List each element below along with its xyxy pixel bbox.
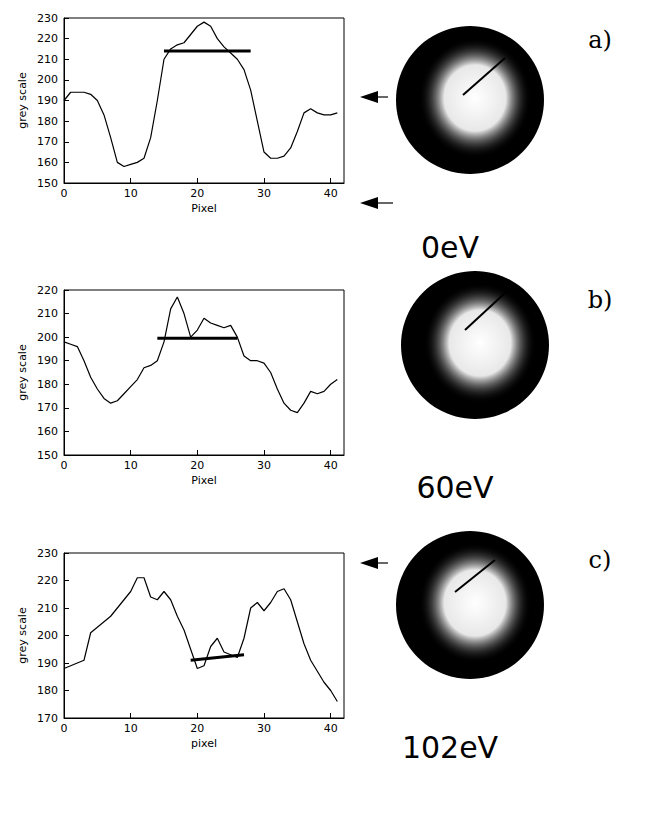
svg-text:Pixel: Pixel <box>191 474 216 487</box>
svg-text:30: 30 <box>257 722 271 735</box>
svg-text:0eV: 0eV <box>421 230 480 265</box>
svg-text:pixel: pixel <box>191 737 217 750</box>
svg-text:10: 10 <box>124 187 138 200</box>
svg-text:40: 40 <box>324 459 338 472</box>
svg-text:grey scale: grey scale <box>16 607 29 664</box>
svg-text:190: 190 <box>37 657 58 670</box>
svg-text:c): c) <box>589 546 612 574</box>
svg-text:a): a) <box>588 26 612 54</box>
svg-text:200: 200 <box>37 629 58 642</box>
svg-text:Pixel: Pixel <box>191 202 216 215</box>
svg-text:220: 220 <box>37 32 58 45</box>
svg-text:160: 160 <box>37 425 58 438</box>
svg-text:160: 160 <box>37 156 58 169</box>
svg-text:102eV: 102eV <box>402 730 499 765</box>
svg-text:150: 150 <box>37 449 58 462</box>
svg-text:20: 20 <box>190 459 204 472</box>
svg-text:180: 180 <box>37 378 58 391</box>
svg-text:0: 0 <box>61 459 68 472</box>
svg-text:60eV: 60eV <box>416 470 494 505</box>
svg-text:10: 10 <box>124 459 138 472</box>
svg-text:210: 210 <box>37 307 58 320</box>
svg-text:230: 230 <box>37 12 58 25</box>
svg-text:10: 10 <box>124 722 138 735</box>
svg-text:210: 210 <box>37 602 58 615</box>
svg-text:40: 40 <box>324 722 338 735</box>
svg-text:30: 30 <box>257 459 271 472</box>
svg-text:30: 30 <box>257 187 271 200</box>
svg-text:0: 0 <box>61 722 68 735</box>
svg-text:230: 230 <box>37 547 58 560</box>
svg-text:40: 40 <box>324 187 338 200</box>
svg-text:180: 180 <box>37 684 58 697</box>
svg-text:190: 190 <box>37 94 58 107</box>
svg-text:b): b) <box>588 286 613 314</box>
svg-text:grey scale: grey scale <box>16 344 29 401</box>
svg-text:grey scale: grey scale <box>16 72 29 129</box>
svg-text:200: 200 <box>37 73 58 86</box>
svg-text:220: 220 <box>37 284 58 297</box>
svg-text:170: 170 <box>37 401 58 414</box>
svg-text:20: 20 <box>190 722 204 735</box>
svg-text:150: 150 <box>37 177 58 190</box>
svg-text:190: 190 <box>37 354 58 367</box>
svg-text:220: 220 <box>37 574 58 587</box>
svg-text:210: 210 <box>37 53 58 66</box>
svg-text:0: 0 <box>61 187 68 200</box>
svg-text:200: 200 <box>37 331 58 344</box>
svg-text:180: 180 <box>37 115 58 128</box>
svg-text:170: 170 <box>37 135 58 148</box>
svg-text:170: 170 <box>37 712 58 725</box>
svg-text:20: 20 <box>190 187 204 200</box>
